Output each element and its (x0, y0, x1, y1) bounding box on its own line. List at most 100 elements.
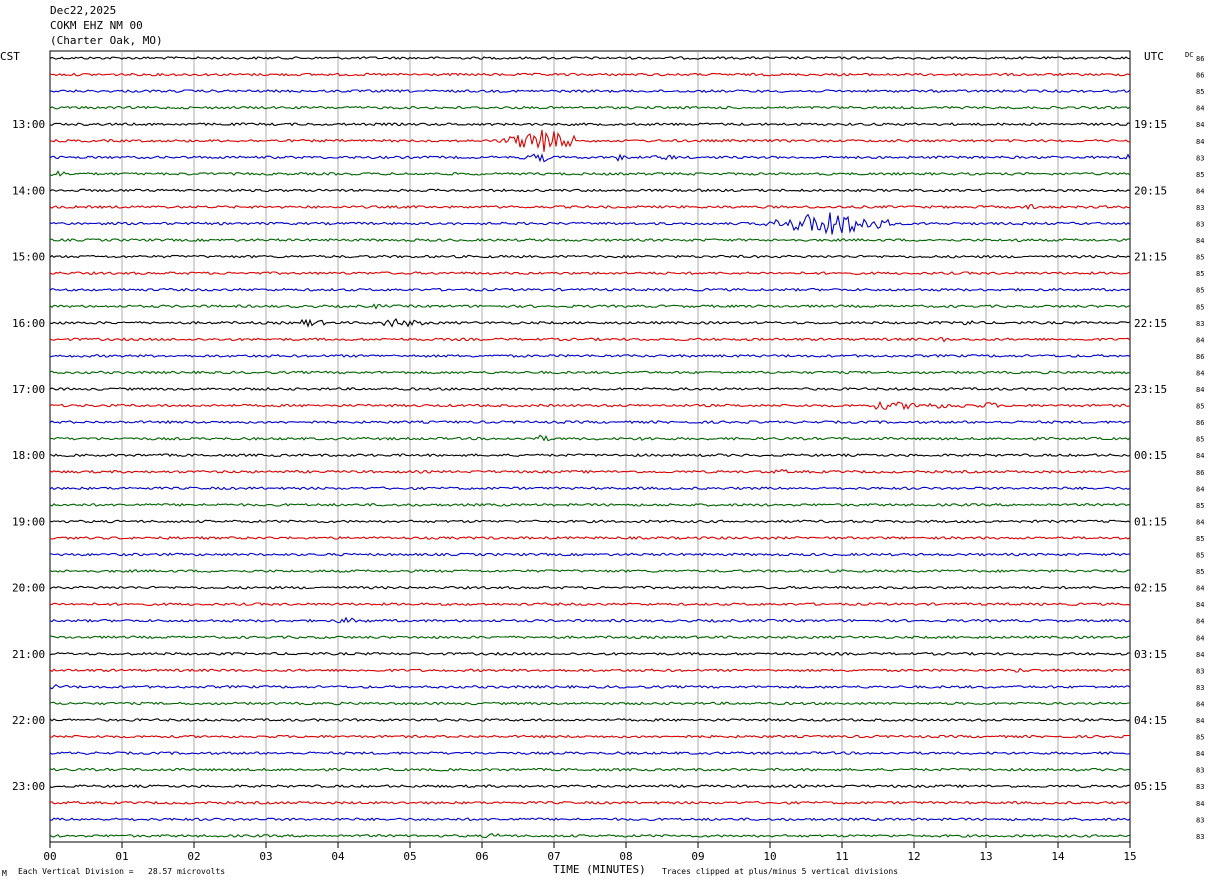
dc-offset-label: 83 (1196, 320, 1204, 328)
seismic-trace (49, 318, 1131, 328)
dc-offset-label: 84 (1196, 121, 1204, 129)
dc-offset-label: 85 (1196, 287, 1204, 295)
dc-offset-label: 85 (1196, 88, 1204, 96)
seismic-trace (49, 569, 1131, 574)
seismic-trace (49, 303, 1131, 310)
x-tick-label: 06 (475, 850, 488, 863)
seismic-trace (49, 72, 1131, 77)
seismic-trace (49, 535, 1131, 540)
seismic-trace (49, 122, 1131, 127)
dc-offset-label: 83 (1196, 221, 1204, 229)
seismic-trace (49, 734, 1130, 739)
clip-note: Traces clipped at plus/minus 5 vertical … (662, 867, 899, 876)
dc-offset-label: 83 (1196, 667, 1204, 675)
dc-offset-label: 84 (1196, 717, 1204, 725)
cst-hour-label: 18:00 (12, 449, 45, 462)
x-tick-label: 08 (619, 850, 632, 863)
x-tick-label: 07 (547, 850, 560, 863)
dc-offset-label: 85 (1196, 303, 1204, 311)
cst-hour-label: 16:00 (12, 317, 45, 330)
utc-hour-label: 23:15 (1134, 383, 1167, 396)
cst-hour-label: 22:00 (12, 714, 45, 727)
dc-offset-label: 86 (1196, 353, 1204, 361)
dc-offset-label: 86 (1196, 72, 1204, 80)
dc-offset-label: 84 (1196, 336, 1204, 344)
seismic-trace (49, 387, 1131, 391)
seismic-trace (49, 486, 1131, 491)
dc-offset-label: 85 (1196, 403, 1204, 411)
dc-offset-label: 83 (1196, 783, 1204, 791)
dc-offset-label: 86 (1196, 55, 1204, 63)
utc-hour-label: 20:15 (1134, 184, 1167, 197)
dc-offset-label: 84 (1196, 618, 1204, 626)
utc-hour-label: 00:15 (1134, 449, 1167, 462)
seismic-trace (49, 602, 1131, 607)
utc-hour-label: 21:15 (1134, 251, 1167, 264)
station-location: (Charter Oak, MO) (50, 34, 163, 47)
seismic-trace (49, 153, 1131, 163)
seismic-trace (49, 701, 1130, 706)
dc-offset-label: 83 (1196, 684, 1204, 692)
dc-offset-label: 83 (1196, 816, 1204, 824)
cst-hour-label: 13:00 (12, 118, 45, 131)
seismic-trace (49, 434, 1131, 442)
seismic-trace (49, 635, 1131, 640)
utc-hour-label: 04:15 (1134, 714, 1167, 727)
dc-offset-label: 84 (1196, 585, 1204, 593)
x-tick-label: 11 (835, 850, 848, 863)
seismic-trace (49, 353, 1131, 358)
utc-hour-label: 19:15 (1134, 118, 1167, 131)
seismic-trace (49, 271, 1131, 276)
seismic-trace (49, 667, 1131, 673)
dc-offset-label: 84 (1196, 485, 1204, 493)
dc-offset-label: 83 (1196, 154, 1204, 162)
dc-offset-label: 86 (1196, 469, 1204, 477)
seismic-trace (49, 89, 1131, 94)
seismic-trace (49, 370, 1131, 375)
cst-hour-label: 20:00 (12, 582, 45, 595)
x-tick-label: 15 (1123, 850, 1136, 863)
seismic-trace (49, 203, 1130, 210)
seismic-trace (49, 718, 1131, 722)
dc-offset-label: 84 (1196, 237, 1204, 245)
x-tick-label: 03 (259, 850, 272, 863)
seismic-trace (49, 817, 1131, 822)
dc-offset-label: 85 (1196, 734, 1204, 742)
dc-offset-label: 84 (1196, 518, 1204, 526)
dc-offset-label: 85 (1196, 552, 1204, 560)
dc-offset-label: 85 (1196, 502, 1204, 510)
x-tick-label: 05 (403, 850, 416, 863)
dc-offset-label: 85 (1196, 436, 1204, 444)
dc-offset-label: 84 (1196, 369, 1204, 377)
utc-hour-label: 05:15 (1134, 780, 1167, 793)
seismic-trace (49, 56, 1131, 60)
seismic-trace (49, 105, 1131, 110)
dc-offset-label: 84 (1196, 105, 1204, 113)
seismic-trace (49, 468, 1131, 474)
dc-offset-label: 85 (1196, 270, 1204, 278)
seismic-trace (49, 784, 1131, 789)
seismic-trace (49, 616, 1131, 624)
utc-hour-label: 03:15 (1134, 648, 1167, 661)
cst-hour-label: 23:00 (12, 780, 45, 793)
cst-hour-label: 21:00 (12, 648, 45, 661)
dc-offset-label: 84 (1196, 138, 1204, 146)
dc-offset-label: 84 (1196, 601, 1204, 609)
plot-date: Dec22,2025 (50, 4, 117, 17)
x-tick-label: 04 (331, 850, 345, 863)
cst-hour-label: 17:00 (12, 383, 45, 396)
cst-hour-label: 14:00 (12, 184, 45, 197)
dc-offset-label: 83 (1196, 204, 1204, 212)
x-tick-label: 00 (43, 850, 56, 863)
x-tick-label: 09 (691, 850, 704, 863)
utc-hour-label: 02:15 (1134, 582, 1167, 595)
seismic-trace (49, 170, 1131, 177)
seismic-trace (49, 832, 1131, 839)
dc-offset-label: 85 (1196, 171, 1204, 179)
seismic-trace (49, 453, 1131, 458)
dc-offset-label: 84 (1196, 750, 1204, 758)
seismic-trace (49, 502, 1131, 507)
x-tick-label: 02 (187, 850, 200, 863)
plot-frame (49, 50, 1131, 843)
